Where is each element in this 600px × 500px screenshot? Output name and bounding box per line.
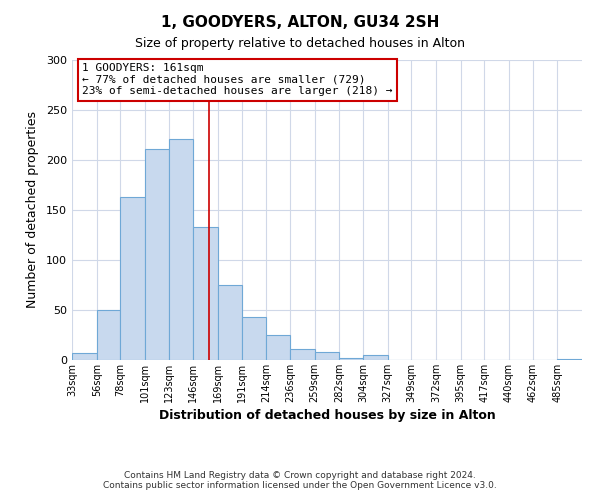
Bar [218, 285, 242, 360]
Bar [340, 358, 363, 360]
Text: 1 GOODYERS: 161sqm
← 77% of detached houses are smaller (729)
23% of semi-detach: 1 GOODYERS: 161sqm ← 77% of detached hou… [82, 63, 392, 96]
Text: Contains HM Land Registry data © Crown copyright and database right 2024.
Contai: Contains HM Land Registry data © Crown c… [103, 470, 497, 490]
Text: Size of property relative to detached houses in Alton: Size of property relative to detached ho… [135, 38, 465, 51]
Bar [169, 139, 193, 360]
Bar [557, 359, 582, 360]
Bar [363, 355, 388, 360]
Bar [314, 352, 340, 360]
Bar [145, 149, 169, 360]
Bar [193, 227, 218, 360]
Bar [242, 317, 266, 360]
Bar [72, 353, 97, 360]
Bar [97, 310, 121, 360]
Y-axis label: Number of detached properties: Number of detached properties [26, 112, 39, 308]
Bar [290, 349, 314, 360]
Text: 1, GOODYERS, ALTON, GU34 2SH: 1, GOODYERS, ALTON, GU34 2SH [161, 15, 439, 30]
Bar [121, 197, 145, 360]
Bar [266, 335, 290, 360]
X-axis label: Distribution of detached houses by size in Alton: Distribution of detached houses by size … [158, 409, 496, 422]
